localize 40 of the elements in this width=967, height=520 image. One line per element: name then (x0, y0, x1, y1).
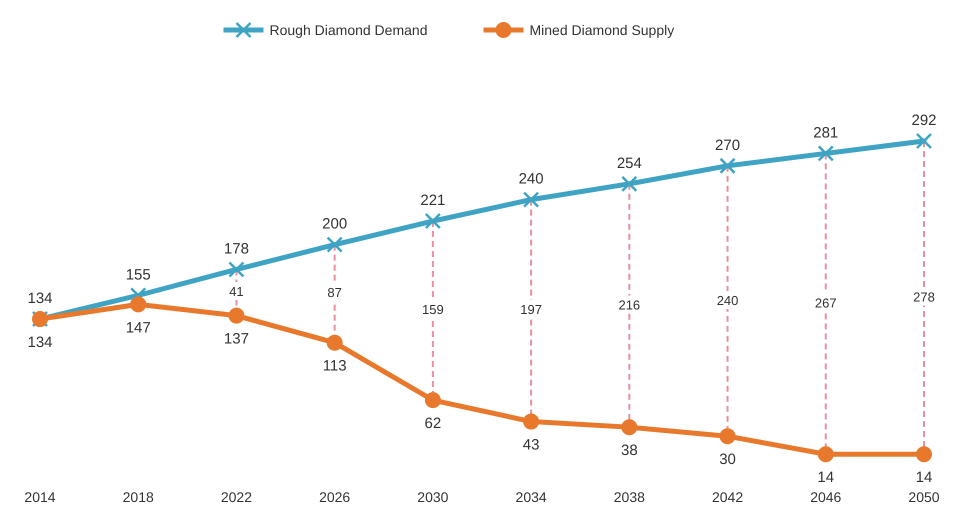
data-label: 30 (719, 451, 736, 468)
data-label: 43 (522, 436, 540, 454)
data-label: 14 (916, 469, 932, 486)
x-tick-label: 2026 (319, 489, 350, 505)
data-label: 240 (518, 170, 544, 188)
data-label: 113 (322, 358, 347, 375)
x-tick-label: 2030 (417, 489, 449, 505)
data-label: 178 (224, 240, 249, 258)
x-tick-label: 2022 (220, 489, 252, 505)
data-label: 134 (27, 334, 53, 352)
legend-label: Mined Diamond Supply (530, 22, 674, 38)
annotation: 87 (327, 285, 342, 300)
data-label: 38 (620, 442, 638, 460)
annotation: 278 (913, 290, 935, 305)
data-label: 200 (322, 216, 348, 233)
x-tick-label: 2034 (516, 489, 547, 505)
data-label: 134 (27, 290, 53, 308)
x-tick-label: 2014 (24, 489, 56, 505)
data-label: 62 (424, 415, 442, 432)
data-label: 270 (715, 136, 740, 154)
x-tick-label: 2050 (908, 489, 940, 505)
x-tick-label: 2042 (712, 489, 744, 505)
legend-label: Rough Diamond Demand (270, 22, 428, 38)
x-tick-label: 2046 (810, 489, 842, 505)
data-label: 281 (813, 124, 838, 142)
x-tick-label: 2038 (614, 489, 646, 505)
annotation: 159 (422, 302, 444, 318)
data-label: 155 (126, 266, 151, 284)
data-label: 147 (126, 319, 151, 336)
x-tick-label: 2018 (122, 489, 154, 505)
annotation: 240 (716, 293, 738, 308)
data-label: 137 (224, 330, 249, 348)
annotation: 41 (229, 284, 244, 299)
data-label: 14 (817, 469, 834, 486)
data-label: 292 (911, 112, 937, 130)
data-label: 254 (616, 154, 642, 172)
annotation: 216 (618, 298, 640, 313)
data-label: 221 (420, 192, 446, 210)
annotation: 267 (814, 295, 837, 310)
annotation: 197 (520, 302, 542, 318)
